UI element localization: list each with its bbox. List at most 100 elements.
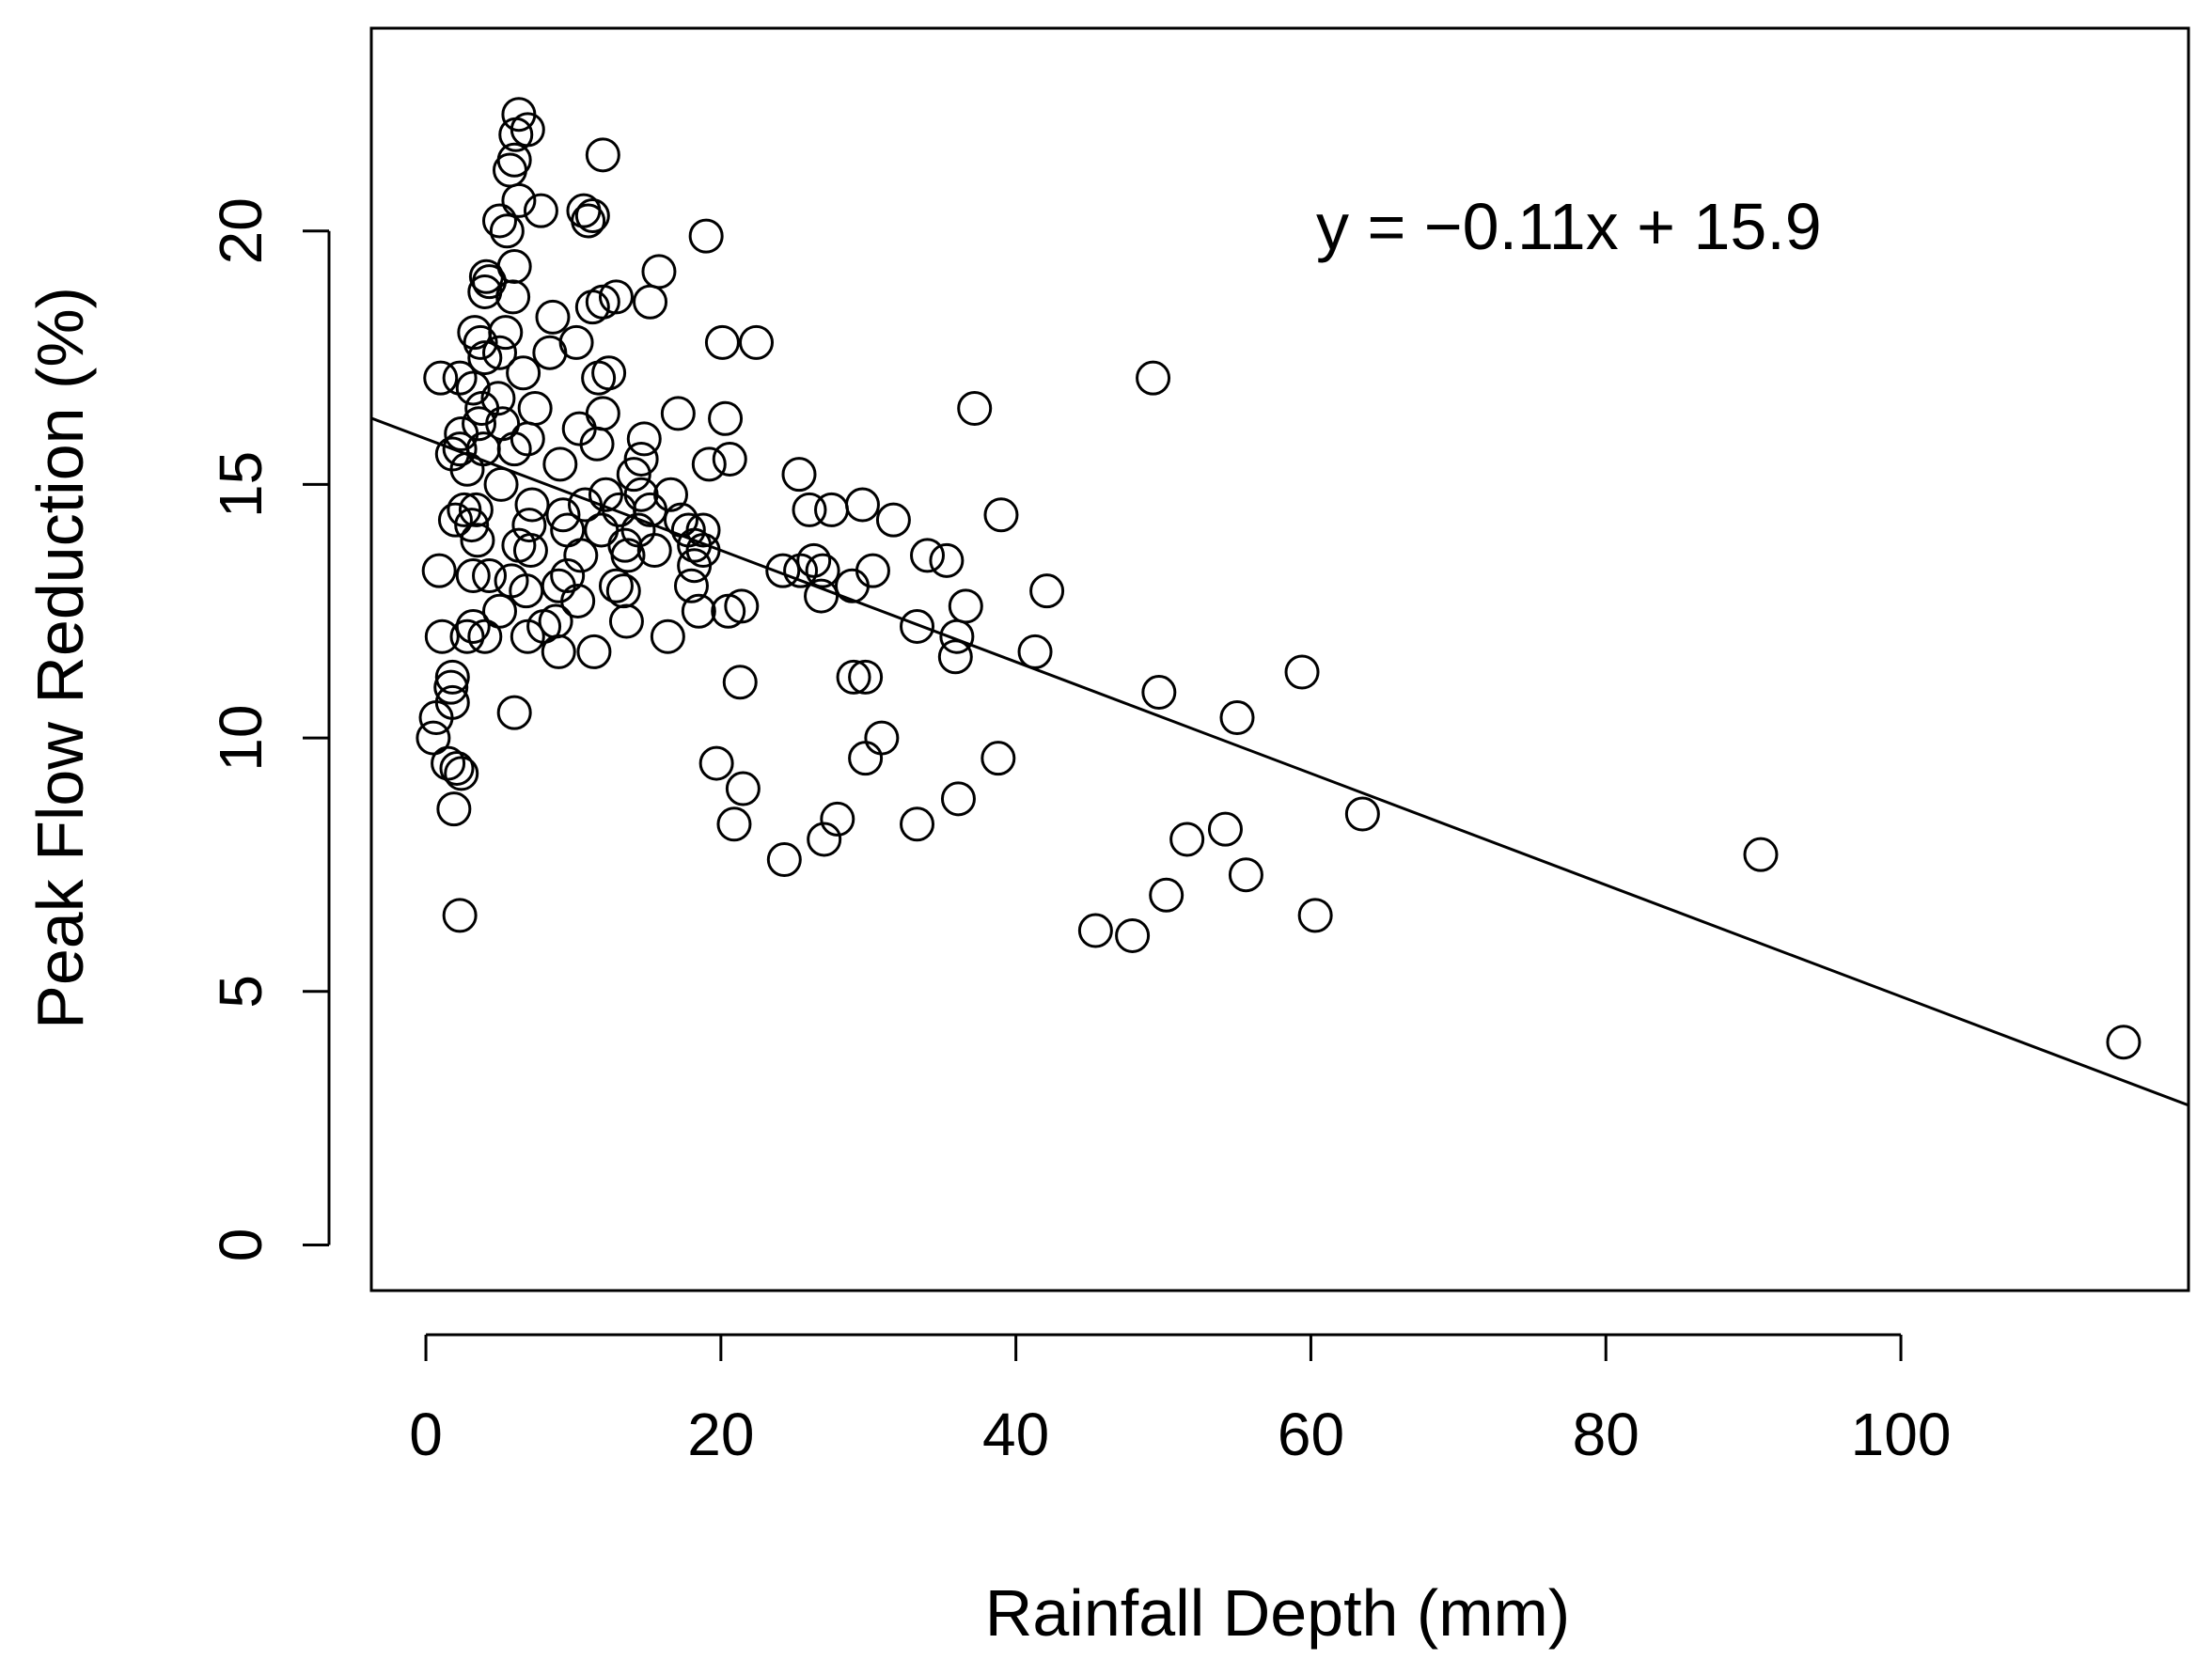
data-point <box>433 669 469 705</box>
data-point <box>783 553 819 588</box>
data-point <box>550 558 586 594</box>
plot-frame <box>369 26 2190 1292</box>
data-point <box>1297 898 1333 933</box>
data-point <box>1029 573 1065 609</box>
data-point <box>929 542 965 578</box>
data-point <box>455 608 491 644</box>
data-point <box>875 502 911 538</box>
data-point <box>641 254 677 290</box>
data-point <box>498 117 534 152</box>
data-point <box>579 426 615 462</box>
data-point <box>633 284 668 320</box>
data-point <box>511 508 547 543</box>
data-point <box>542 446 578 482</box>
data-point <box>796 542 832 578</box>
data-point <box>623 441 659 477</box>
data-point <box>488 315 524 351</box>
data-point <box>1219 700 1255 736</box>
data-point <box>467 340 503 376</box>
data-point <box>458 492 494 527</box>
data-point <box>633 492 668 527</box>
data-point <box>948 588 983 624</box>
data-point <box>574 198 610 234</box>
data-point <box>765 553 801 588</box>
data-point <box>653 477 689 512</box>
data-point <box>1115 917 1151 953</box>
data-point <box>1228 857 1263 893</box>
data-point <box>781 457 817 493</box>
data-point <box>517 391 553 427</box>
data-point <box>677 548 713 584</box>
data-point <box>708 400 744 436</box>
data-point <box>460 523 495 558</box>
data-point <box>716 806 752 842</box>
data-point <box>455 370 491 406</box>
data-point <box>712 441 747 477</box>
data-point <box>1136 360 1171 396</box>
data-point <box>442 898 478 933</box>
data-point <box>467 274 503 309</box>
data-point <box>722 665 758 700</box>
data-point <box>848 741 884 776</box>
data-point <box>442 360 478 396</box>
data-point <box>1141 675 1177 711</box>
data-point <box>1743 837 1779 872</box>
data-point <box>447 492 482 527</box>
data-point <box>472 558 508 594</box>
data-point <box>442 431 478 467</box>
data-point <box>848 659 884 695</box>
data-point <box>900 806 935 842</box>
data-point <box>482 593 518 629</box>
data-point <box>636 533 672 569</box>
data-point <box>444 756 479 791</box>
data-point <box>1149 877 1184 913</box>
data-point <box>454 508 490 543</box>
data-point <box>496 431 532 467</box>
data-point <box>512 533 548 569</box>
data-point <box>1207 811 1243 847</box>
data-point <box>585 137 620 173</box>
y-tick-label: 0 <box>207 1229 275 1262</box>
data-point <box>439 750 475 786</box>
data-point <box>864 720 900 756</box>
data-point <box>585 396 620 431</box>
data-point <box>1284 654 1320 690</box>
data-point <box>598 568 634 603</box>
data-point <box>560 583 596 618</box>
y-axis-title: Peak Flow Reduction (%) <box>24 287 97 1029</box>
data-point <box>431 745 466 781</box>
data-point <box>463 324 498 360</box>
data-point <box>957 391 993 427</box>
data-point <box>820 801 855 837</box>
data-point <box>910 538 946 573</box>
data-point <box>535 299 571 335</box>
data-point <box>626 421 662 457</box>
data-point <box>804 578 839 614</box>
data-point <box>616 457 651 493</box>
y-tick-label: 5 <box>207 975 275 1009</box>
x-tick-label: 20 <box>687 1401 754 1468</box>
data-point <box>568 487 604 523</box>
data-point <box>483 466 519 502</box>
data-point <box>501 182 537 218</box>
data-point <box>418 700 454 736</box>
data-point <box>514 487 550 523</box>
data-point <box>510 618 545 654</box>
regression-equation-annotation: y = −0.11x + 15.9 <box>1316 190 1822 263</box>
data-point <box>421 553 457 588</box>
data-point <box>673 568 709 603</box>
data-point <box>532 335 568 370</box>
data-point <box>449 618 485 654</box>
data-point <box>436 791 472 827</box>
data-point <box>563 538 599 573</box>
data-point <box>574 290 610 325</box>
data-point <box>724 588 760 624</box>
data-point <box>836 659 871 695</box>
data-point <box>416 720 451 756</box>
data-point <box>437 502 473 538</box>
data-point <box>571 203 606 239</box>
data-point <box>1169 822 1205 857</box>
data-point <box>739 324 775 360</box>
x-tick-label: 40 <box>982 1401 1049 1468</box>
data-point <box>691 446 727 482</box>
